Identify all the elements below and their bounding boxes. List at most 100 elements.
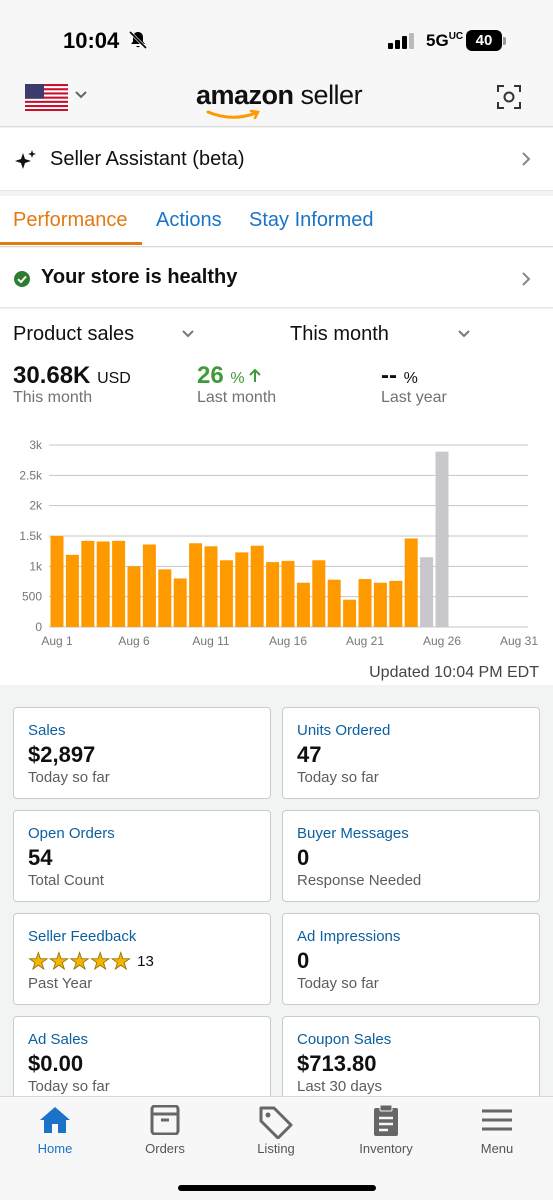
tab-performance[interactable]: Performance xyxy=(13,209,128,231)
y-tick-label: 0 xyxy=(35,620,42,634)
x-tick-label: Aug 16 xyxy=(269,634,307,648)
tab-bar: Performance Actions Stay Informed xyxy=(0,196,553,247)
seller-assistant-label: Seller Assistant (beta) xyxy=(50,148,245,170)
chart-bar xyxy=(219,560,233,627)
nav-listing[interactable]: Listing xyxy=(221,1097,331,1167)
chart-bar xyxy=(296,582,310,627)
card-title: Seller Feedback xyxy=(28,928,137,945)
card-value: 0 xyxy=(297,948,310,973)
last-year-caption: Last year xyxy=(381,389,447,406)
chart-bar xyxy=(312,560,326,627)
chart-bar xyxy=(65,554,79,627)
card-title: Sales xyxy=(28,722,66,739)
active-tab-indicator xyxy=(0,242,142,245)
chart-bar xyxy=(96,541,110,627)
chart-bar xyxy=(173,578,187,627)
rating-count: 13 xyxy=(137,952,154,970)
chart-bar xyxy=(373,582,387,627)
sales-panel: Product sales This month 30.68K USD This… xyxy=(0,309,553,685)
y-tick-label: 2.5k xyxy=(19,468,43,482)
home-indicator xyxy=(178,1185,376,1191)
nav-home[interactable]: Home xyxy=(0,1097,110,1167)
period-dropdown[interactable]: This month xyxy=(290,323,389,345)
card-ad-sales[interactable]: Ad Sales $0.00 Today so far xyxy=(13,1016,271,1096)
card-caption: Today so far xyxy=(28,1078,110,1095)
chart-bar xyxy=(435,451,449,627)
star-icon: ★ xyxy=(69,948,90,974)
tag-icon xyxy=(259,1106,293,1139)
bell-slash-icon xyxy=(128,30,148,50)
metric-cards: Sales $2,897 Today so far Units Ordered … xyxy=(0,686,553,1096)
chart-bar xyxy=(327,579,341,627)
chart-bar xyxy=(127,566,141,627)
network-label: 5GUC xyxy=(426,31,464,50)
nav-menu[interactable]: Menu xyxy=(442,1097,552,1167)
chart-bar xyxy=(420,557,434,627)
card-sales[interactable]: Sales $2,897 Today so far xyxy=(13,707,271,799)
nav-inventory[interactable]: Inventory xyxy=(331,1097,441,1167)
store-health-label: Your store is healthy xyxy=(41,266,238,288)
check-circle-icon xyxy=(14,271,30,287)
y-tick-label: 1k xyxy=(29,559,43,573)
chart-bar xyxy=(112,540,126,627)
card-caption: Past Year xyxy=(28,975,93,992)
card-seller-feedback[interactable]: Seller Feedback ★ ★ ★ ★ ★ 13 Past Year xyxy=(13,913,271,1005)
clipboard-icon xyxy=(374,1105,398,1136)
tab-stay-informed[interactable]: Stay Informed xyxy=(249,209,374,231)
card-caption: Response Needed xyxy=(297,872,422,889)
card-value: $0.00 xyxy=(28,1051,84,1076)
us-flag-icon[interactable] xyxy=(25,84,68,111)
nav-label: Listing xyxy=(257,1141,295,1156)
nav-label: Orders xyxy=(145,1141,185,1156)
chevron-right-icon xyxy=(522,152,531,166)
app-header: amazon seller xyxy=(0,76,553,127)
card-units-ordered[interactable]: Units Ordered 47 Today so far xyxy=(282,707,540,799)
chart-bar xyxy=(235,552,249,627)
card-value: $713.80 xyxy=(297,1051,377,1076)
card-title: Units Ordered xyxy=(297,722,391,739)
chevron-down-icon[interactable] xyxy=(74,90,88,100)
metric-dropdown[interactable]: Product sales xyxy=(13,323,135,345)
signal-icon xyxy=(388,33,414,49)
seller-assistant-row[interactable]: Seller Assistant (beta) xyxy=(0,128,553,191)
chart-bar xyxy=(389,580,403,627)
y-tick-label: 1.5k xyxy=(19,529,43,543)
last-month-change: 26 % xyxy=(197,362,262,390)
star-icon: ★ xyxy=(110,948,132,974)
chart-bar xyxy=(358,579,372,627)
tab-actions[interactable]: Actions xyxy=(156,209,222,231)
card-coupon-sales[interactable]: Coupon Sales $713.80 Last 30 days xyxy=(282,1016,540,1096)
chart-bar xyxy=(81,540,95,627)
scan-icon[interactable] xyxy=(496,84,522,110)
updated-timestamp: Updated 10:04 PM EDT xyxy=(369,664,539,681)
chart-bar xyxy=(50,536,64,627)
x-tick-label: Aug 31 xyxy=(500,634,538,648)
card-buyer-messages[interactable]: Buyer Messages 0 Response Needed xyxy=(282,810,540,902)
arrow-up-icon xyxy=(248,368,261,382)
chart-bar xyxy=(250,545,264,627)
home-icon xyxy=(40,1107,70,1133)
card-open-orders[interactable]: Open Orders 54 Total Count xyxy=(13,810,271,902)
card-caption: Today so far xyxy=(297,975,379,992)
menu-icon xyxy=(482,1109,512,1131)
nav-label: Inventory xyxy=(359,1141,413,1156)
last-month-caption: Last month xyxy=(197,389,277,406)
chevron-down-icon[interactable] xyxy=(457,329,471,339)
nav-orders[interactable]: Orders xyxy=(110,1097,220,1167)
store-health-row[interactable]: Your store is healthy xyxy=(0,248,553,308)
current-sales-caption: This month xyxy=(13,389,93,406)
star-icon: ★ xyxy=(28,948,49,974)
x-tick-label: Aug 11 xyxy=(192,634,229,648)
chart-bar xyxy=(204,546,218,627)
card-value: 47 xyxy=(297,742,322,767)
card-caption: Last 30 days xyxy=(297,1078,383,1095)
chart-bar xyxy=(158,569,172,627)
card-ad-impressions[interactable]: Ad Impressions 0 Today so far xyxy=(282,913,540,1005)
star-rating: ★ ★ ★ ★ ★ 13 xyxy=(28,948,154,974)
card-title: Ad Sales xyxy=(28,1031,89,1048)
card-title: Buyer Messages xyxy=(297,825,409,842)
chevron-down-icon[interactable] xyxy=(181,329,195,339)
card-caption: Total Count xyxy=(28,872,104,889)
smile-arrow-icon xyxy=(206,109,260,120)
sparkle-icon xyxy=(15,150,36,169)
